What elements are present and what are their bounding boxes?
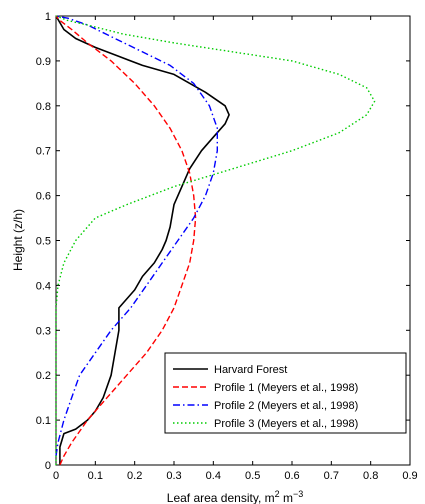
series-line-1 <box>55 15 230 465</box>
x-tick-label: 0.4 <box>206 470 221 482</box>
legend-label-1: Harvard Forest <box>214 364 287 376</box>
y-tick-label: 0.3 <box>36 325 51 337</box>
y-tick-label: 0.8 <box>36 101 51 113</box>
series-layer <box>55 15 376 466</box>
series-line-2 <box>55 15 197 466</box>
y-tick-label: 0.7 <box>36 146 51 158</box>
x-tick-label: 0.3 <box>166 470 181 482</box>
x-tick-label: 0.6 <box>284 470 299 482</box>
x-tick-label: 0.2 <box>127 470 142 482</box>
x-tick-label: 0.9 <box>402 470 417 482</box>
y-tick-label: 0.4 <box>36 280 51 292</box>
legend-items: Harvard Forest Profile 1 (Meyers et al., … <box>173 364 358 430</box>
x-axis-label-mid: m <box>280 491 293 504</box>
y-axis-label: Height (z/h) <box>11 209 25 271</box>
x-axis-label-sup2: −3 <box>293 489 303 499</box>
legend: Harvard Forest Profile 1 (Meyers et al., … <box>164 352 407 434</box>
x-tick-label: 0 <box>53 470 59 482</box>
y-tick-label: 0.6 <box>36 191 51 203</box>
y-tick-label: 1 <box>45 11 51 23</box>
x-tick-label: 0.7 <box>324 470 339 482</box>
series-line-4 <box>55 15 376 465</box>
x-tick-label: 0.8 <box>363 470 378 482</box>
axis-ticks: 0 0.1 0.2 0.3 0.4 0.5 0.6 0.7 0.8 0.9 0 0.1 0.2 0.3 0.… <box>36 11 418 482</box>
series-line-3 <box>55 15 218 457</box>
x-tick-label: 0.5 <box>245 470 260 482</box>
x-tick-label: 0.1 <box>88 470 103 482</box>
x-axis-label: Leaf area density, m2 m−3 <box>167 489 303 504</box>
legend-label-2: Profile 1 (Meyers et al., 1998) <box>214 382 358 394</box>
x-axis-label-text: Leaf area density, m <box>167 491 275 504</box>
y-tick-label: 0 <box>45 460 51 472</box>
y-tick-label: 0.1 <box>36 415 51 427</box>
x-axis-label-sup1: 2 <box>275 489 280 499</box>
y-tick-label: 0.5 <box>36 236 51 248</box>
y-tick-label: 0.9 <box>36 56 51 68</box>
legend-label-4: Profile 3 (Meyers et al., 1998) <box>214 418 358 430</box>
legend-label-3: Profile 2 (Meyers et al., 1998) <box>214 400 358 412</box>
legend-box <box>164 352 407 434</box>
y-tick-label: 0.2 <box>36 370 51 382</box>
